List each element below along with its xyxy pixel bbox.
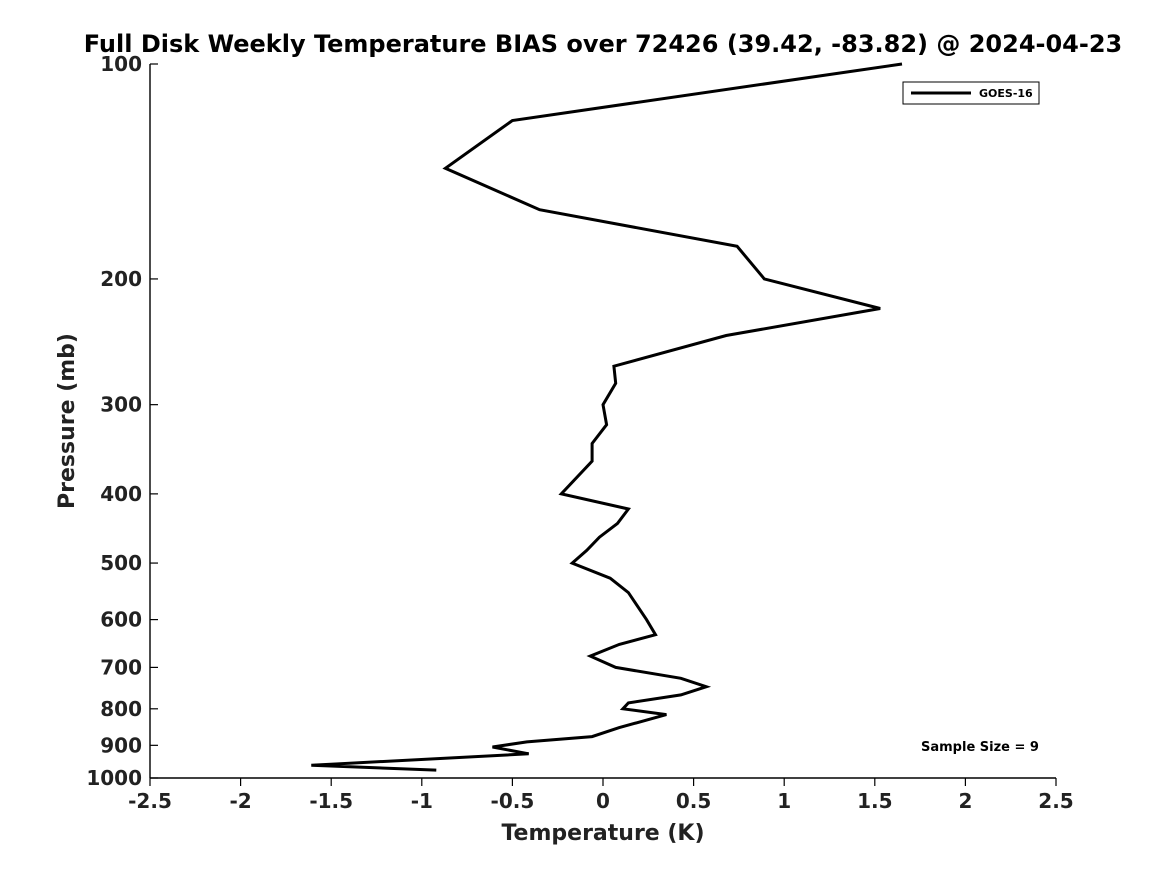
y-tick-label: 300 bbox=[100, 393, 142, 417]
x-tick-label: 2 bbox=[958, 789, 972, 813]
y-tick-label: 600 bbox=[100, 608, 142, 632]
x-tick-label: 1.5 bbox=[857, 789, 892, 813]
y-tick-label: 700 bbox=[100, 655, 142, 679]
y-tick-label: 400 bbox=[100, 482, 142, 506]
y-tick-label: 800 bbox=[100, 697, 142, 721]
x-tick-label: 0 bbox=[596, 789, 610, 813]
chart-title: Full Disk Weekly Temperature BIAS over 7… bbox=[84, 30, 1123, 58]
plot-area: -2.5 -2 -1.5 -1 -0.5 0 0.5 1 1.5 2 2.5 100 200 300 40… bbox=[86, 52, 1073, 813]
x-ticks: -2.5 -2 -1.5 -1 -0.5 0 0.5 1 1.5 2 2.5 bbox=[128, 778, 1074, 813]
x-tick-label: -1.5 bbox=[309, 789, 353, 813]
x-tick-label: 1 bbox=[777, 789, 791, 813]
y-tick-label: 1000 bbox=[86, 766, 142, 790]
x-tick-label: -1 bbox=[411, 789, 433, 813]
y-ticks: 100 200 300 400 500 600 700 800 900 1000 bbox=[86, 52, 158, 790]
y-tick-label: 900 bbox=[100, 733, 142, 757]
x-tick-label: -2.5 bbox=[128, 789, 172, 813]
legend: GOES-16 bbox=[902, 81, 1040, 105]
series-layer bbox=[311, 62, 903, 772]
series-line-goes-16 bbox=[311, 62, 903, 772]
sample-size-annotation: Sample Size = 9 bbox=[921, 740, 1039, 755]
y-tick-label: 200 bbox=[100, 267, 142, 291]
y-axis-label: Pressure (mb) bbox=[55, 333, 80, 509]
x-tick-label: 2.5 bbox=[1038, 789, 1073, 813]
y-tick-label: 500 bbox=[100, 551, 142, 575]
legend-label: GOES-16 bbox=[979, 87, 1033, 100]
x-tick-label: -0.5 bbox=[491, 789, 535, 813]
x-axis-label: Temperature (K) bbox=[501, 821, 704, 846]
y-tick-label: 100 bbox=[100, 52, 142, 76]
x-tick-label: 0.5 bbox=[676, 789, 711, 813]
x-tick-label: -2 bbox=[229, 789, 251, 813]
